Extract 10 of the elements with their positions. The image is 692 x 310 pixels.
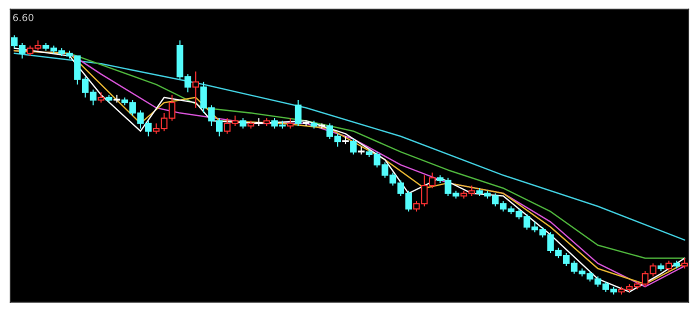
candlestick: [255, 118, 262, 127]
candlestick: [350, 138, 357, 156]
candlestick: [98, 92, 104, 104]
candlestick: [358, 146, 365, 156]
candlestick: [666, 260, 672, 272]
candlestick: [294, 99, 302, 127]
text: 6.60: [13, 14, 34, 22]
candlestick: [192, 70, 200, 108]
candlestick: [287, 118, 294, 130]
candlestick: [240, 118, 246, 130]
